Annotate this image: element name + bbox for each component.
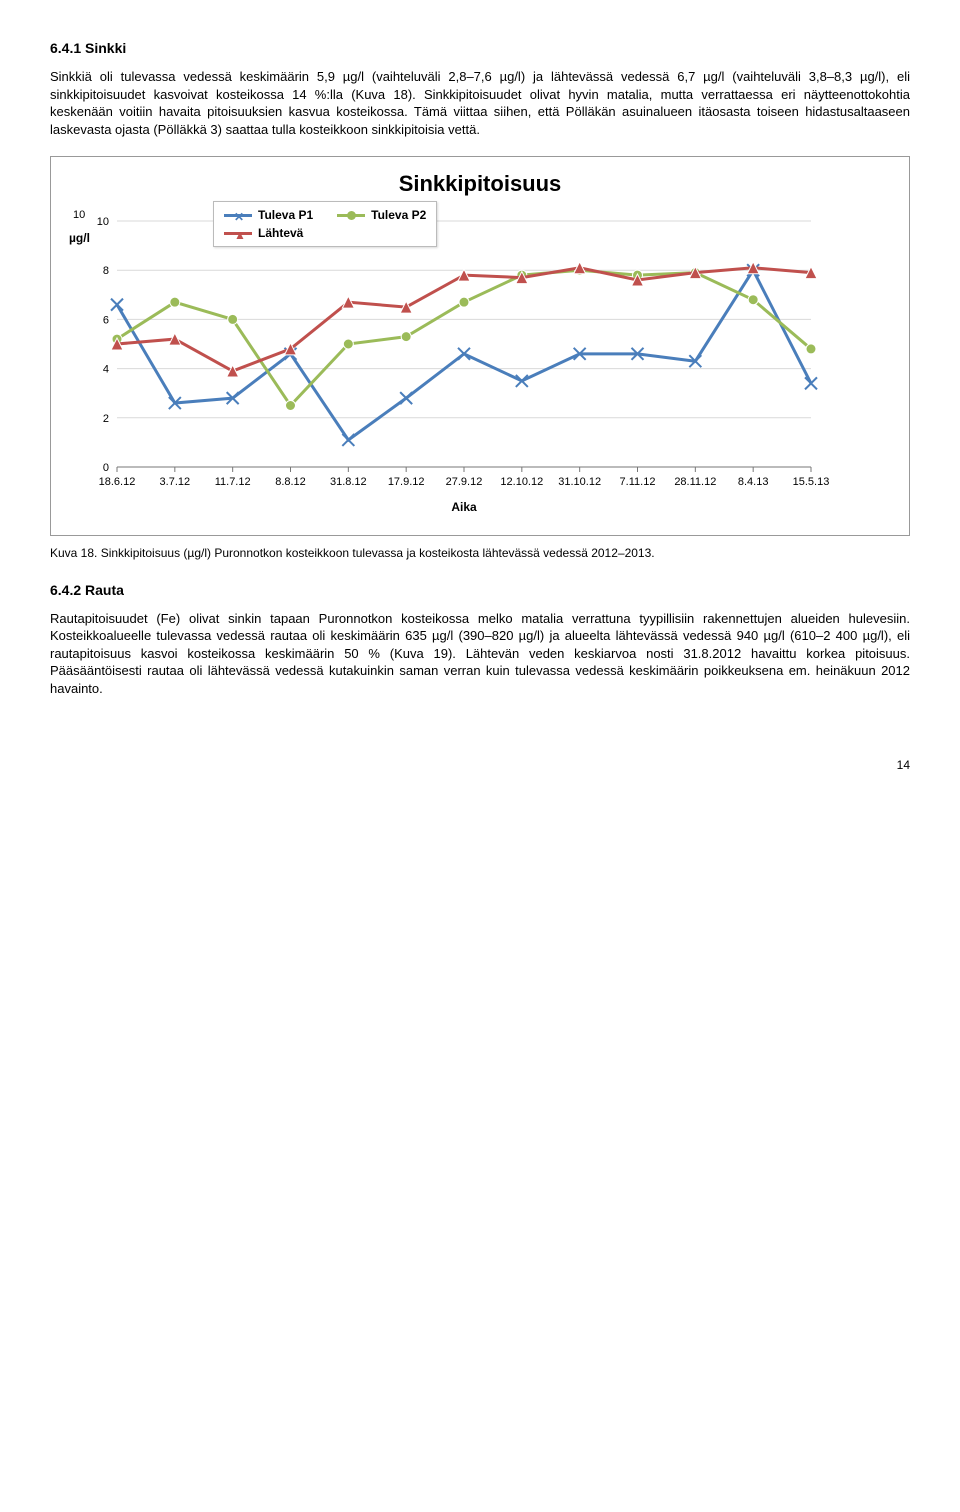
svg-text:28.11.12: 28.11.12 bbox=[674, 476, 716, 488]
chart-legend: ✕ Tuleva P1 Tuleva P2 ▲ Lähtevä bbox=[213, 201, 437, 247]
svg-text:10: 10 bbox=[97, 216, 109, 228]
svg-text:18.6.12: 18.6.12 bbox=[99, 476, 136, 488]
legend-label-p1: Tuleva P1 bbox=[258, 208, 313, 222]
svg-text:17.9.12: 17.9.12 bbox=[388, 476, 425, 488]
legend-label-lahteva: Lähtevä bbox=[258, 226, 303, 240]
svg-text:0: 0 bbox=[103, 462, 109, 474]
svg-text:31.10.12: 31.10.12 bbox=[558, 476, 601, 488]
chart-title: Sinkkipitoisuus bbox=[69, 171, 891, 197]
svg-text:12.10.12: 12.10.12 bbox=[500, 476, 543, 488]
svg-text:15.5.13: 15.5.13 bbox=[793, 476, 829, 488]
svg-text:Aika: Aika bbox=[451, 500, 477, 514]
legend-item-tuleva-p1: ✕ Tuleva P1 bbox=[224, 208, 313, 222]
svg-text:7.11.12: 7.11.12 bbox=[620, 476, 656, 488]
chart-container: Sinkkipitoisuus µg/l 10 ✕ Tuleva P1 Tule… bbox=[50, 156, 910, 536]
chart-svg: 0 2 4 6 8 10 18.6.12 3.7.12 11.7.12 8.8.12 31.8.12… bbox=[69, 203, 829, 523]
chart-caption: Kuva 18. Sinkkipitoisuus (µg/l) Puronnot… bbox=[50, 546, 910, 562]
svg-text:2: 2 bbox=[103, 413, 109, 425]
y-tick-top: 10 bbox=[73, 209, 85, 221]
y-axis-label: µg/l bbox=[69, 231, 90, 245]
svg-text:8.8.12: 8.8.12 bbox=[275, 476, 306, 488]
svg-text:3.7.12: 3.7.12 bbox=[160, 476, 191, 488]
svg-text:8.4.13: 8.4.13 bbox=[738, 476, 769, 488]
section2-heading: 6.4.2 Rauta bbox=[50, 582, 910, 598]
legend-item-tuleva-p2: Tuleva P2 bbox=[337, 208, 426, 222]
section2-p1: Rautapitoisuudet (Fe) olivat sinkin tapa… bbox=[50, 610, 910, 698]
svg-text:4: 4 bbox=[103, 364, 109, 376]
page-number: 14 bbox=[50, 758, 910, 772]
section1-heading: 6.4.1 Sinkki bbox=[50, 40, 910, 56]
svg-text:8: 8 bbox=[103, 265, 109, 277]
section1-p1: Sinkkiä oli tulevassa vedessä keskimääri… bbox=[50, 68, 910, 138]
svg-text:31.8.12: 31.8.12 bbox=[330, 476, 367, 488]
svg-text:27.9.12: 27.9.12 bbox=[446, 476, 483, 488]
legend-label-p2: Tuleva P2 bbox=[371, 208, 426, 222]
svg-text:6: 6 bbox=[103, 315, 109, 327]
legend-item-lahteva: ▲ Lähtevä bbox=[224, 226, 303, 240]
svg-text:11.7.12: 11.7.12 bbox=[215, 476, 251, 488]
